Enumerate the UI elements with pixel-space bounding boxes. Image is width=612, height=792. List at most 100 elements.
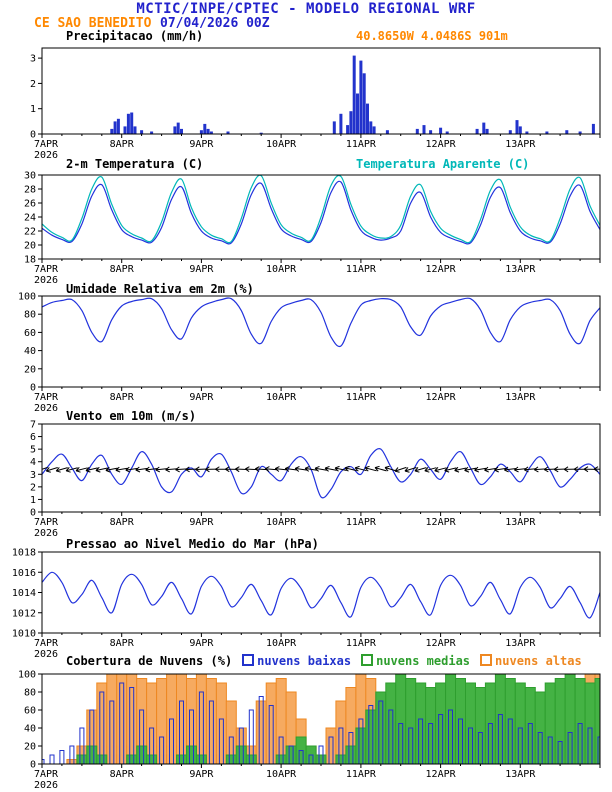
cloud-bar: [215, 682, 227, 764]
wind-barb-icon: [523, 466, 537, 473]
cloud-bar: [517, 727, 523, 764]
panel-title-humidity: Umidade Relativa em 2m (%): [66, 282, 254, 296]
y-tick-label: 0: [30, 760, 36, 771]
x-tick-label: 7APR: [34, 638, 59, 649]
precip-bar: [332, 121, 336, 134]
series-line: [42, 297, 600, 348]
panel-title-wind: Vento em 10m (m/s): [66, 409, 197, 423]
precip-bar: [130, 112, 134, 134]
x-tick-label: 13APR: [505, 517, 536, 528]
cloud-bar: [494, 674, 506, 764]
wind-barb-icon: [304, 466, 318, 472]
cloud-bar: [574, 678, 586, 764]
cloud-bar: [487, 723, 493, 764]
y-tick-label: 60: [24, 706, 36, 717]
cloud-bar: [425, 687, 437, 764]
wind-barb-icon: [45, 467, 58, 473]
cloud-bar: [527, 723, 533, 764]
cloud-bar: [238, 727, 244, 764]
y-tick-label: 5: [30, 445, 36, 456]
panel-title-temperature: 2-m Temperatura (C): [66, 157, 204, 171]
x-tick-label: 12APR: [426, 139, 457, 150]
wind-barb-icon: [494, 466, 507, 473]
precip-bar: [209, 131, 213, 134]
cloud-bar: [136, 745, 148, 764]
station-name: CE SAO BENEDITO: [34, 16, 152, 31]
cloud-bar: [89, 709, 95, 764]
cloud-bar: [245, 754, 257, 764]
cloud-bar: [76, 754, 88, 764]
precip-bar: [116, 118, 120, 134]
cloud-bar: [315, 754, 327, 764]
y-tick-label: 18: [24, 255, 36, 266]
cloud-bar: [288, 745, 294, 764]
legend-mid-clouds: nuvens medias: [376, 654, 471, 668]
wind-barb-icon: [354, 465, 367, 472]
cloud-bar: [139, 709, 145, 764]
x-tick-label: 7APR: [34, 517, 59, 528]
cloud-bar: [86, 745, 98, 764]
cloud-bar: [477, 732, 483, 764]
wind-barb-icon: [484, 466, 497, 473]
wind-barb-icon: [135, 466, 148, 473]
wind-barb-icon: [145, 466, 158, 473]
cloud-bar: [415, 682, 427, 764]
legend-box-low-clouds-icon: [242, 654, 255, 666]
x-tick-label: 13APR: [505, 392, 536, 403]
y-tick-label: 40: [24, 724, 36, 735]
cloud-bar: [116, 674, 128, 764]
precip-bar: [113, 121, 117, 134]
precip-bar: [126, 113, 130, 134]
wind-barb-icon: [593, 466, 600, 473]
cloud-bar: [176, 754, 187, 764]
cloud-bar: [465, 682, 476, 764]
x-tick-label: 9APR: [189, 638, 214, 649]
legend-box-mid-clouds-icon: [361, 654, 374, 666]
y-tick-label: 1016: [12, 568, 36, 579]
cloud-bar: [235, 745, 247, 764]
wind-barb-icon: [65, 467, 78, 473]
wind-barb-icon: [464, 466, 477, 473]
wind-barb-icon: [454, 466, 467, 473]
y-tick-label: 22: [24, 227, 36, 238]
cloud-bar: [66, 759, 78, 764]
wind-barb-icon: [334, 465, 347, 472]
x-year-label: 2026: [34, 150, 58, 160]
x-tick-label: 11APR: [346, 264, 377, 275]
precip-bar: [352, 55, 356, 134]
cloud-bar: [335, 754, 347, 764]
cloud-bar: [537, 732, 543, 764]
cloud-bar: [577, 723, 583, 764]
wind-barb-icon: [95, 466, 108, 473]
cloud-bar: [584, 682, 596, 764]
cloud-bar: [445, 674, 457, 764]
wind-barb-icon: [125, 466, 138, 473]
wind-barb-icon: [274, 466, 288, 472]
x-tick-label: 13APR: [505, 769, 536, 780]
wind-barb-icon: [434, 466, 447, 473]
x-tick-label: 9APR: [189, 139, 214, 150]
wind-barb-icon: [504, 466, 517, 473]
x-tick-label: 7APR: [34, 264, 59, 275]
cloud-bar: [428, 723, 434, 764]
cloud-bar: [156, 678, 168, 764]
cloud-bar: [228, 736, 234, 764]
cloud-bar: [355, 727, 367, 764]
cloud-bar: [418, 718, 424, 764]
cloud-bar: [198, 691, 204, 764]
cloud-bar: [395, 674, 407, 764]
cloud-bar: [186, 745, 197, 764]
cloud-bar: [455, 678, 466, 764]
cloud-bar: [176, 674, 187, 764]
cloud-bar: [507, 718, 513, 764]
cloud-bar: [318, 745, 324, 764]
cloud-bar: [208, 700, 214, 764]
cloud-bar: [189, 709, 194, 764]
cloud-bar: [474, 687, 486, 764]
plot-frame: [41, 295, 601, 388]
legend-high-clouds: nuvens altas: [495, 654, 582, 668]
cloud-bar: [448, 709, 453, 764]
x-year-label: 2026: [34, 403, 58, 412]
